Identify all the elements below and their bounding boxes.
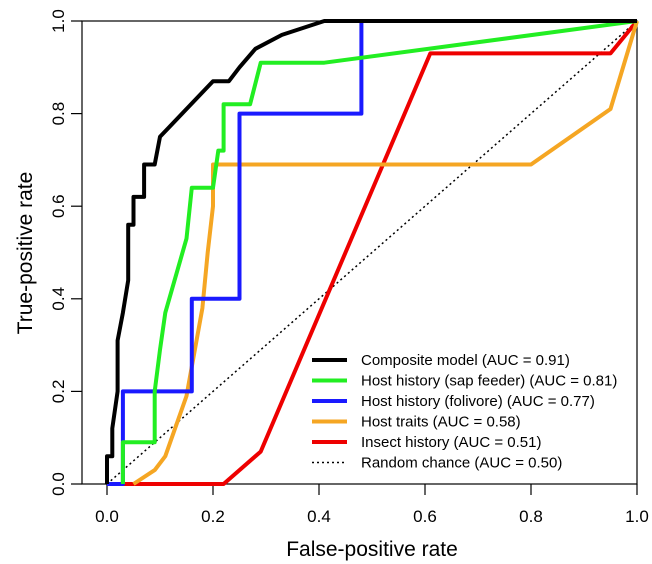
x-tick-label: 0.6 bbox=[413, 507, 437, 526]
series-line-3 bbox=[132, 20, 639, 486]
y-axis-title: True-positive rate bbox=[14, 172, 37, 335]
series-line-5 bbox=[106, 20, 638, 485]
x-tick-label: 0.0 bbox=[95, 507, 119, 526]
x-tick-label: 1.0 bbox=[625, 507, 649, 526]
x-axis-title: False-positive rate bbox=[286, 538, 458, 561]
x-tick-label: 0.2 bbox=[201, 507, 225, 526]
series-line-4 bbox=[107, 19, 639, 486]
x-tick-label: 0.8 bbox=[519, 507, 543, 526]
series-line-2 bbox=[107, 19, 637, 486]
legend-label-3: Host traits (AUC = 0.58) bbox=[361, 414, 521, 431]
legend-label-1: Host history (sap feeder) (AUC = 0.81) bbox=[361, 373, 617, 390]
legend-label-4: Insect history (AUC = 0.51) bbox=[361, 434, 541, 451]
x-tick-label: 0.4 bbox=[307, 507, 331, 526]
legend-label-5: Random chance (AUC = 0.50) bbox=[361, 455, 562, 472]
legend-label-2: Host history (folivore) (AUC = 0.77) bbox=[361, 393, 595, 410]
y-tick-label: 0.4 bbox=[49, 287, 68, 311]
y-tick-label: 0.8 bbox=[49, 102, 68, 126]
y-tick-label: 1.0 bbox=[49, 9, 68, 33]
y-tick-label: 0.0 bbox=[49, 472, 68, 496]
legend-label-0: Composite model (AUC = 0.91) bbox=[361, 352, 570, 369]
series-line-1 bbox=[120, 19, 638, 484]
series-line-0 bbox=[105, 19, 637, 484]
y-tick-label: 0.6 bbox=[49, 194, 68, 218]
y-tick-label: 0.2 bbox=[49, 380, 68, 404]
